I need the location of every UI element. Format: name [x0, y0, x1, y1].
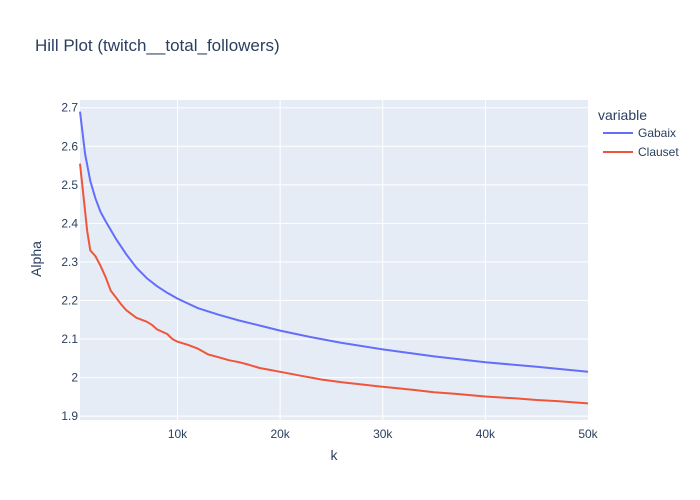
x-tick-label: 50k	[578, 427, 598, 441]
gridlines	[80, 100, 588, 420]
y-tick-label: 2	[71, 371, 78, 385]
legend-label-clauset: Clauset	[638, 145, 679, 159]
y-axis-title: Alpha	[28, 241, 44, 277]
chart-title: Hill Plot (twitch__total_followers)	[35, 36, 280, 55]
x-axis-title: k	[331, 447, 339, 463]
x-tick-label: 30k	[373, 427, 393, 441]
series-line-clauset	[79, 163, 589, 405]
y-tick-label: 2.7	[61, 101, 78, 115]
y-tick-label: 2.5	[61, 178, 78, 192]
x-tick-label: 20k	[270, 427, 290, 441]
legend-title: variable	[598, 107, 647, 123]
legend: variable Gabaix Clauset	[598, 107, 679, 159]
legend-label-gabaix: Gabaix	[638, 126, 676, 140]
y-tick-label: 2.4	[61, 216, 78, 230]
x-tick-label: 10k	[168, 427, 188, 441]
y-tick-label: 2.6	[61, 139, 78, 153]
plot-area	[80, 100, 588, 420]
axis-ticks: 10k 20k 30k 40k 50k 1.9 2 2.1 2.2 2.3 2.4 2.5 2.6 2.7	[61, 101, 598, 441]
series-lines	[79, 111, 589, 405]
x-tick-label: 40k	[476, 427, 496, 441]
y-tick-label: 2.3	[61, 255, 78, 269]
series-line-gabaix	[79, 111, 589, 373]
y-tick-label: 2.1	[61, 332, 78, 346]
y-tick-label: 2.2	[61, 293, 78, 307]
y-tick-label: 1.9	[61, 409, 78, 423]
